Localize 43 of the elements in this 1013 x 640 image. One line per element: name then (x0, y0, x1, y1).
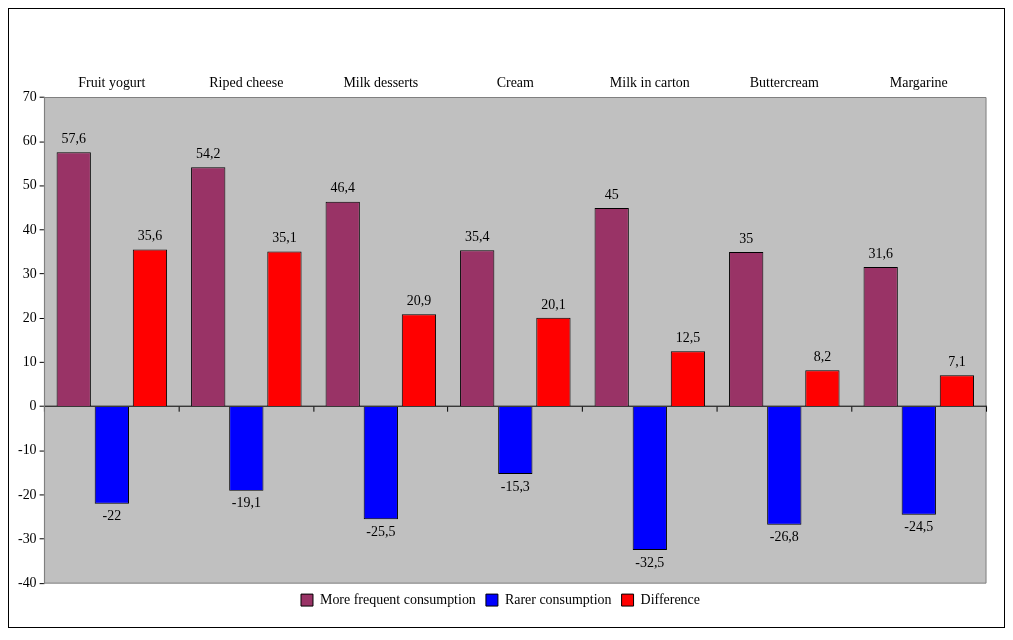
x-tick-label: Margarine (889, 74, 948, 90)
x-tick-label: Milk desserts (343, 74, 419, 90)
data-label: -26,8 (769, 529, 799, 545)
data-label: -24,5 (904, 519, 934, 535)
data-label: 12,5 (675, 330, 701, 346)
y-tick-label: 40 (22, 221, 37, 237)
y-tick-label: 50 (22, 177, 37, 193)
legend-label: Rarer consumption (504, 591, 612, 607)
y-tick-label: 10 (22, 354, 37, 370)
x-tick-label: Fruit yogurt (78, 74, 146, 90)
y-tick-label: -20 (17, 486, 37, 502)
y-tick-label: 20 (22, 309, 37, 325)
y-tick-label: 70 (22, 89, 37, 105)
y-tick-label: 30 (22, 265, 37, 281)
data-label: 57,6 (61, 130, 86, 146)
data-label: 8,2 (813, 349, 832, 365)
x-tick-label: Buttercream (749, 74, 819, 90)
legend-label: More frequent consumption (319, 591, 476, 607)
data-label: 20,1 (541, 296, 566, 312)
y-tick-label: -10 (17, 442, 37, 458)
y-tick-label: 60 (22, 133, 37, 149)
data-label: 35,4 (464, 228, 490, 244)
data-label: 35,6 (137, 228, 163, 244)
data-label: 35,1 (272, 230, 297, 246)
x-tick-label: Cream (496, 74, 535, 90)
data-label: 54,2 (196, 145, 221, 161)
x-tick-label: Milk in carton (609, 74, 690, 90)
data-label: 45 (604, 186, 619, 202)
y-tick-label: -30 (17, 530, 37, 546)
data-label: 46,4 (330, 180, 355, 196)
data-label: -22 (102, 508, 122, 524)
data-label: 20,9 (406, 292, 432, 308)
data-label: 7,1 (948, 353, 966, 369)
data-label: -19,1 (231, 495, 261, 511)
x-tick-label: Riped cheese (209, 74, 284, 90)
y-tick-label: 0 (29, 398, 37, 414)
data-label: -15,3 (500, 478, 530, 494)
data-label: -32,5 (635, 554, 665, 570)
y-tick-label: -40 (17, 574, 37, 590)
legend-label: Difference (640, 591, 700, 607)
data-label: -25,5 (366, 523, 396, 539)
data-label: 31,6 (868, 245, 893, 261)
data-label: 35 (739, 230, 754, 246)
